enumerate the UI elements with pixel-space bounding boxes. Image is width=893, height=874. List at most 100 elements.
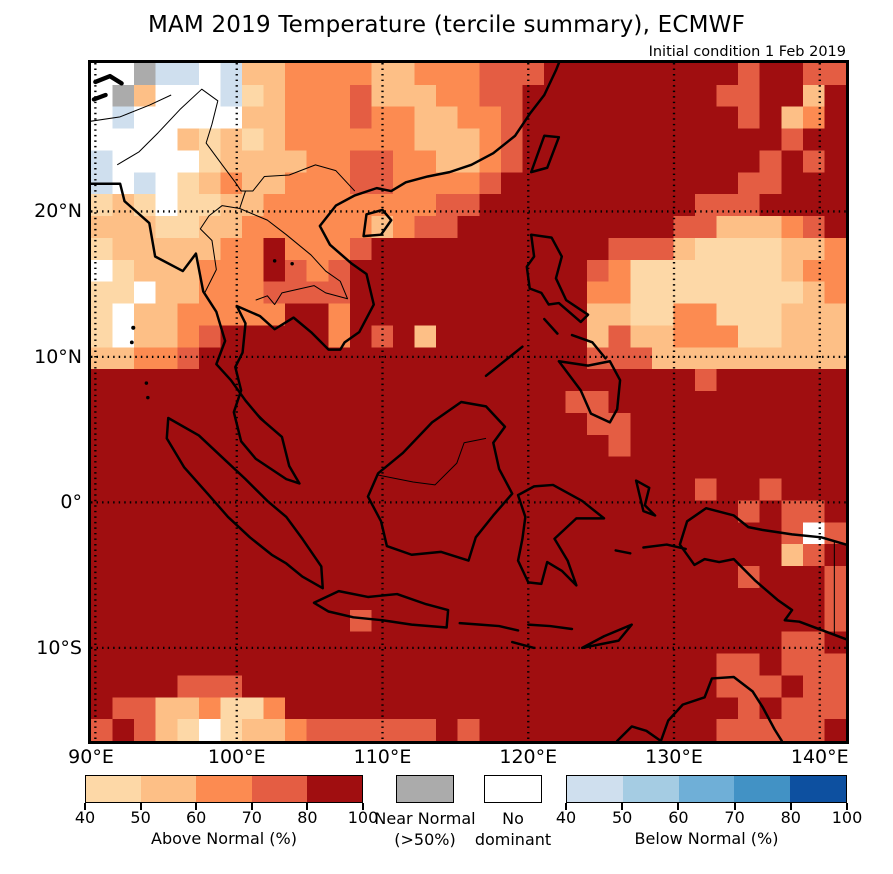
coastline-graticule-layer: [91, 63, 846, 741]
map-grid-cell: [414, 719, 437, 741]
map-grid-cell: [242, 653, 265, 676]
map-grid-cell: [242, 369, 265, 392]
map-grid-cell: [198, 391, 221, 414]
map-grid-cell: [198, 631, 221, 654]
map-grid-cell: [177, 303, 200, 326]
map-grid-cell: [802, 106, 825, 130]
map-grid-cell: [177, 281, 200, 305]
map-grid-cell: [328, 172, 351, 195]
map-grid-cell: [91, 194, 114, 217]
map-grid-cell: [349, 63, 372, 86]
map-grid-cell: [500, 456, 523, 479]
map-grid-cell: [285, 172, 308, 195]
map-grid-cell: [112, 478, 135, 501]
map-grid-cell: [544, 303, 567, 326]
map-grid-cell: [565, 697, 588, 720]
map-grid-cell: [220, 412, 243, 436]
map-grid-cell: [349, 566, 372, 589]
map-grid-cell: [393, 653, 416, 676]
map-grid-cell: [824, 391, 846, 414]
map-grid-cell: [349, 150, 372, 173]
map-grid-cell: [349, 128, 372, 151]
map-grid-cell: [112, 259, 135, 283]
map-grid-cell: [306, 172, 329, 195]
map-grid-cell: [306, 719, 329, 741]
page-title: MAM 2019 Temperature (tercile summary), …: [147, 12, 746, 38]
map-grid-cell: [436, 478, 459, 501]
map-grid-cell: [177, 194, 200, 217]
map-grid-cell: [522, 587, 545, 611]
map-grid-cell: [500, 84, 523, 108]
map-grid-cell: [738, 412, 761, 436]
map-grid-cell: [695, 653, 718, 676]
map-grid-cell: [781, 478, 804, 501]
map-grid-cell: [112, 544, 135, 567]
map-grid-cell: [371, 369, 394, 392]
map-grid-cell: [263, 106, 286, 130]
map-grid-cell: [802, 84, 825, 108]
map-grid-cell: [500, 237, 523, 261]
map-grid-cell: [544, 194, 567, 217]
map-grid-cell: [695, 63, 718, 86]
map-grid-cell: [285, 128, 308, 151]
map-grid-cell: [198, 172, 221, 195]
map-grid-cell: [285, 566, 308, 589]
map-grid-cell: [457, 697, 480, 720]
map-grid-cell: [242, 587, 265, 611]
map-grid-cell: [781, 653, 804, 676]
map-grid-cell: [759, 259, 782, 283]
map-grid-cell: [759, 675, 782, 698]
map-grid-cell: [673, 587, 696, 611]
map-grid-cell: [630, 303, 653, 326]
map-grid-cell: [306, 194, 329, 217]
map-grid-cell: [630, 631, 653, 654]
colorbar-segment: [678, 776, 735, 802]
map-grid-cell: [328, 478, 351, 501]
map-grid-cell: [328, 719, 351, 741]
map-grid-cell: [651, 303, 674, 326]
map-grid-cell: [781, 194, 804, 217]
map-grid-cell: [371, 347, 394, 370]
map-grid-cell: [544, 587, 567, 611]
map-grid-cell: [781, 391, 804, 414]
map-grid-cell: [198, 675, 221, 698]
map-grid-cell: [112, 172, 135, 195]
map-grid-cell: [457, 478, 480, 501]
map-grid-cell: [695, 303, 718, 326]
map-grid-cell: [242, 259, 265, 283]
map-grid-cell: [242, 281, 265, 305]
map-grid-cell: [824, 478, 846, 501]
map-grid-cell: [608, 63, 631, 86]
map-grid-cell: [285, 369, 308, 392]
map-grid-cell: [393, 697, 416, 720]
map-grid-cell: [242, 172, 265, 195]
map-grid-cell: [134, 106, 157, 130]
map-grid-cell: [198, 522, 221, 545]
map-grid-cell: [263, 412, 286, 436]
map-grid-cell: [630, 172, 653, 195]
map-grid-cell: [587, 391, 610, 414]
map-grid-cell: [522, 128, 545, 151]
map-grid-cell: [198, 609, 221, 633]
map-grid-cell: [112, 522, 135, 545]
map-grid-cell: [198, 456, 221, 479]
map-grid-cell: [738, 84, 761, 108]
map-grid-cell: [393, 237, 416, 261]
map-grid-cell: [155, 303, 178, 326]
map-grid-cell: [198, 544, 221, 567]
x-axis-tick-label: 120°E: [499, 746, 558, 768]
colorbar-tick: [677, 803, 680, 810]
map-grid-cell: [371, 128, 394, 151]
map-grid-cell: [781, 587, 804, 611]
map-grid-cell: [134, 653, 157, 676]
map-grid-cell: [177, 412, 200, 436]
map-grid-cell: [242, 478, 265, 501]
map-grid-cell: [500, 303, 523, 326]
map-grid-cell: [220, 631, 243, 654]
map-grid-cell: [479, 675, 502, 698]
map-grid-cell: [522, 106, 545, 130]
map-grid-cell: [91, 106, 114, 130]
map-grid-cell: [500, 566, 523, 589]
map-grid-cell: [587, 456, 610, 479]
map-grid-cell: [328, 456, 351, 479]
